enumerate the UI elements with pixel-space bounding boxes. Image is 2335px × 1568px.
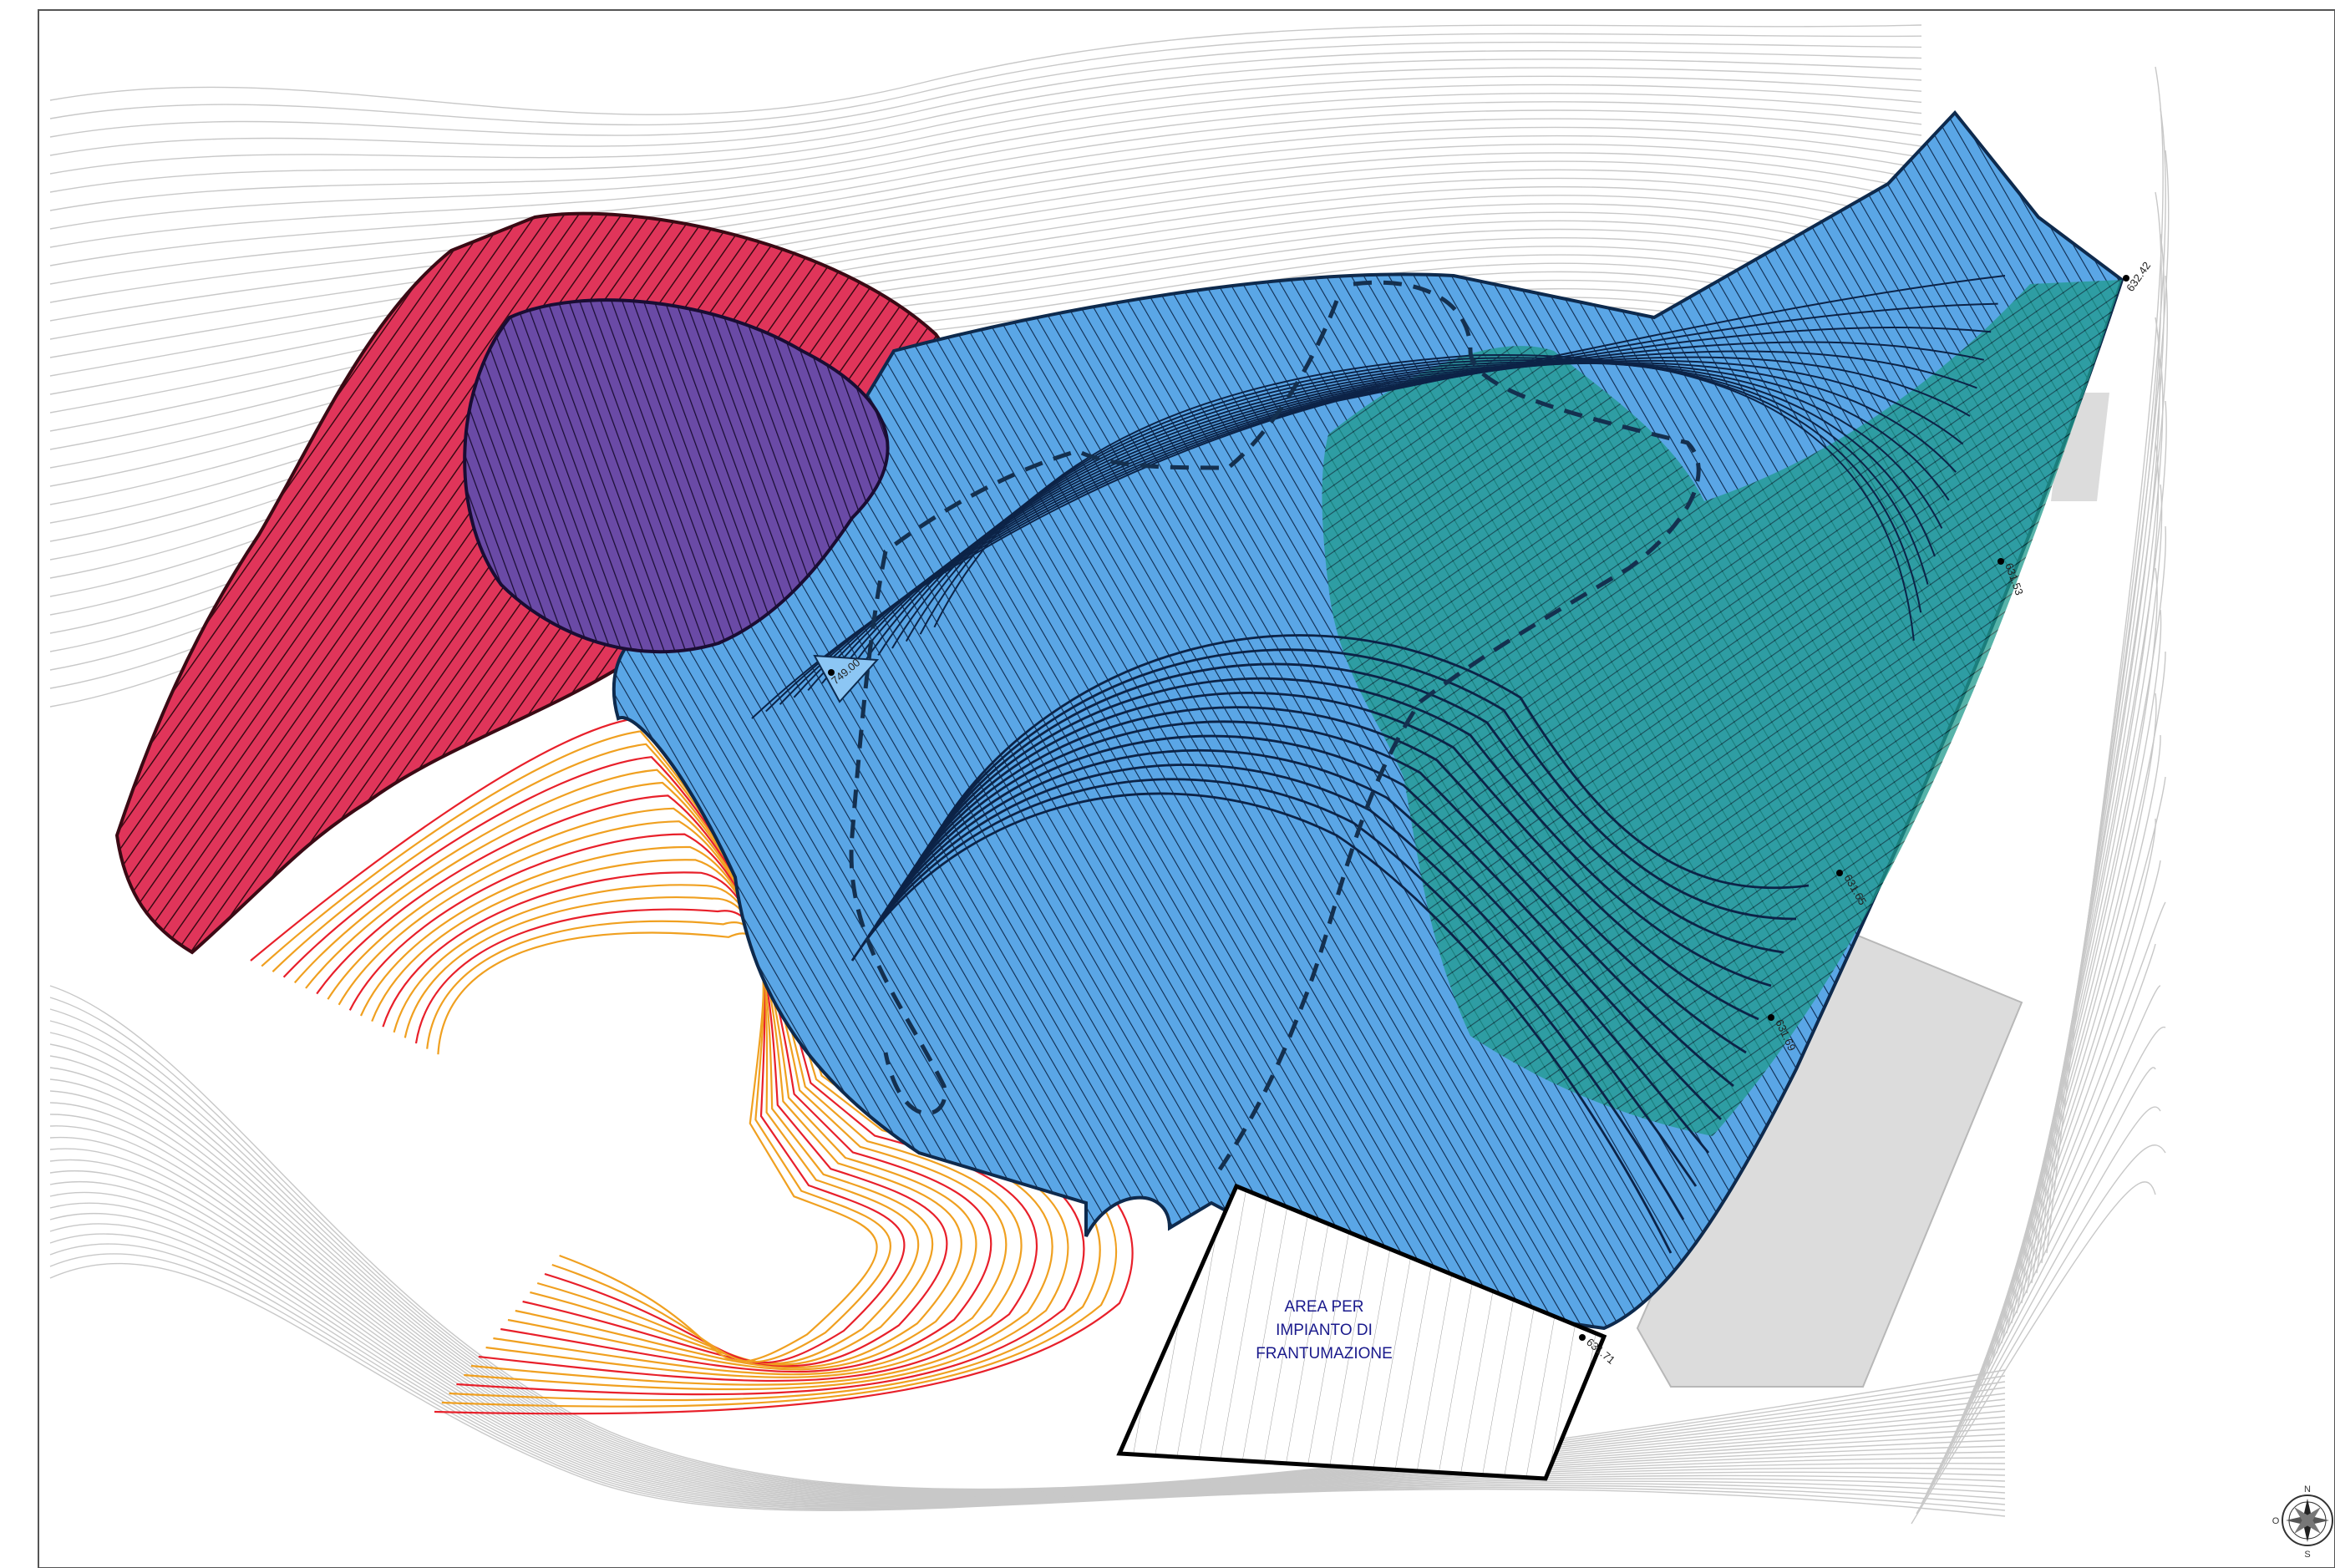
area-label-line-3: FRANTUMAZIONE [1256, 1345, 1393, 1362]
compass-north: N [2304, 1484, 2311, 1494]
purple-zone [463, 298, 890, 654]
compass-west: O [2272, 1516, 2280, 1526]
blue-zone-contours [751, 275, 2006, 1254]
compass-rose-icon: N S E O [2272, 1484, 2333, 1560]
area-label-line-1: AREA PER [1284, 1298, 1363, 1316]
pond-749 [813, 654, 880, 703]
crushing-plant-area [1116, 1183, 1607, 1481]
dashed-haul-road [849, 280, 1701, 1171]
compass-south: S [2304, 1550, 2310, 1560]
area-label-line-2: IMPIANTO DI [1276, 1322, 1373, 1339]
